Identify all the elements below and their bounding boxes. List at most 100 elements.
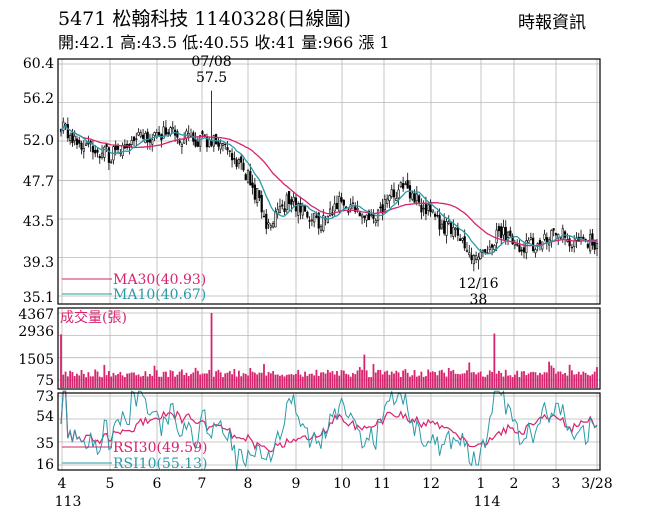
candle-body [506,231,510,238]
price-tick-label: 47.7 [23,174,54,190]
volume-tick-label: 1505 [18,352,54,368]
volume-bar [593,371,596,388]
volume-bar [260,372,263,388]
candle-body [582,236,585,239]
volume-bar [183,374,186,388]
volume-bar [135,375,138,388]
volume-bar [527,373,530,388]
volume-bar [411,375,414,388]
volume-bar [589,375,592,388]
volume-title: 成交量(張) [60,309,127,326]
volume-bar [557,371,560,388]
volume-bar [292,374,295,388]
candle-body [470,254,473,261]
candle-body [237,158,241,165]
month-label: 7 [198,476,207,492]
volume-bar [584,372,587,388]
price-tick-label: 39.3 [23,255,54,271]
volume-bar [272,371,275,388]
volume-bar [206,373,208,388]
volume-bar [322,372,325,388]
volume-bar [459,374,462,388]
volume-bar [495,373,498,388]
candle-body [516,244,519,246]
volume-bar [415,376,418,388]
volume-bar [110,376,113,388]
candle-body [226,147,229,151]
volume-bar [217,369,220,388]
volume-bar [256,374,259,388]
volume-bar [73,376,76,388]
volume-bar [445,376,448,388]
candle-body [256,188,259,203]
candle-body [543,233,546,240]
candle-body [242,162,245,171]
volume-bar [536,375,539,388]
candle-body [96,149,99,153]
candle-body [383,199,386,211]
volume-bar [532,371,535,388]
volume-bar [479,371,482,388]
volume-bar [155,370,158,388]
candle-body [438,215,441,230]
candle-body [64,123,67,126]
candle-body [221,143,225,146]
candle-body [417,195,421,203]
volume-bar [539,372,541,388]
volume-bar [345,373,348,388]
candle-body [395,198,398,201]
candle-body [493,245,496,251]
volume-bar [475,374,478,388]
candle-body [319,225,323,231]
candle-body [130,139,133,145]
candles [59,90,599,272]
price-legend-0: MA30(40.93) [113,272,206,288]
volume-frame [57,307,601,390]
volume-bar [242,373,245,388]
volume-bar [149,374,151,388]
candle-body [397,189,400,199]
volume-bar [324,373,327,388]
volume-bar [548,361,551,388]
candle-body [399,182,402,188]
volume-bar [534,372,537,388]
volume-bar [500,372,503,388]
volume-bar [199,374,202,388]
candle-body [230,153,234,161]
candle-body [374,220,377,223]
volume-bar [504,369,507,388]
candle-body [105,143,108,147]
volume-bar [559,371,562,388]
candle-body [91,146,95,153]
volume-bar [80,369,83,388]
volume-bar [404,369,407,388]
volume-bar [222,377,224,388]
volume-bar [160,376,163,388]
candle-body [180,144,183,148]
volume-bar [529,372,532,388]
volume-bar [381,374,384,388]
volume-bar [513,374,516,388]
month-label: 9 [292,476,301,492]
candle-body [461,237,464,241]
volume-bar [279,375,281,388]
candle-body [358,212,361,217]
volume-bar [555,373,557,388]
candle-body [278,205,282,214]
month-label: 6 [153,476,162,492]
volume-bar [340,370,343,388]
volume-bar [582,371,585,388]
candle-body [201,131,204,135]
volume-bar [568,364,571,388]
candle-body [144,133,147,144]
volume-bar [263,364,265,388]
volume-bar [235,376,238,388]
candle-body [534,249,537,254]
volume-bar [377,369,379,388]
candle-body [427,204,430,211]
candle-body [196,141,199,147]
candle-body [262,215,266,218]
volume-bar [374,372,377,388]
volume-bar [463,373,466,388]
candle-body [495,229,498,244]
